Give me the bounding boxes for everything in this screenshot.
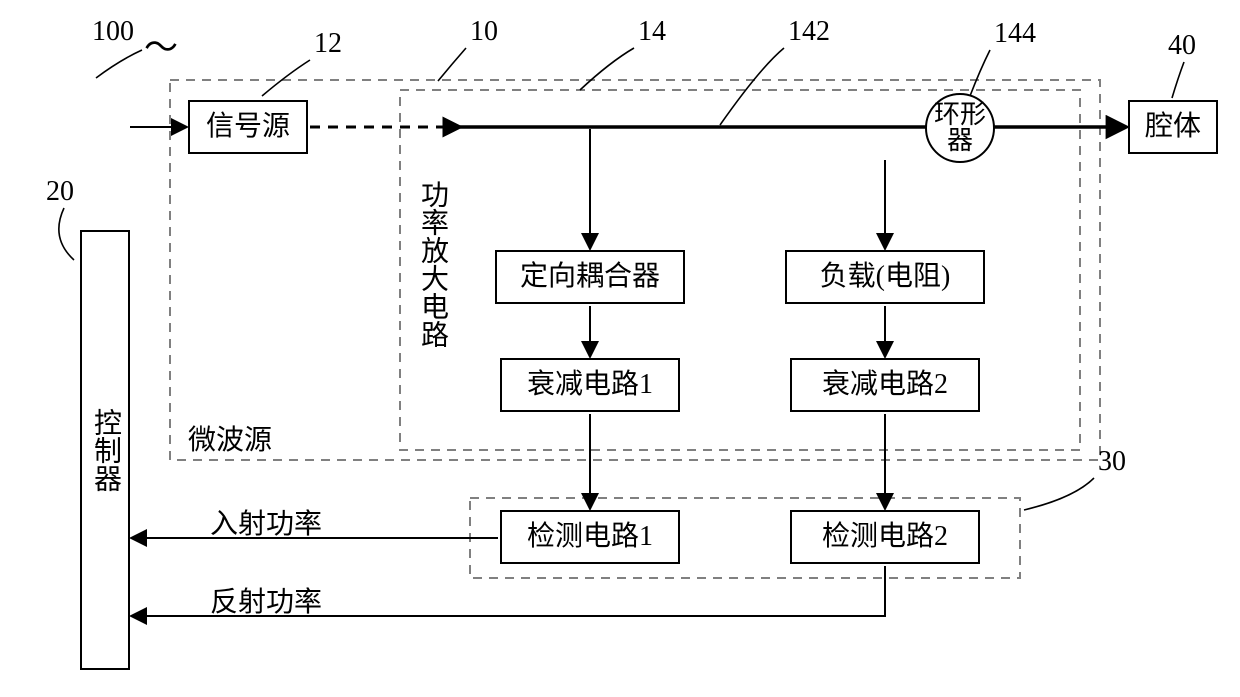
ref-20: 20: [46, 176, 74, 208]
atten2-block: 衰减电路2: [790, 358, 980, 412]
leader-40: [1172, 62, 1184, 98]
directional-coupler-block: 定向耦合器: [495, 250, 685, 304]
microwave-source-text: 微波源: [188, 418, 272, 458]
detect2-block: 检测电路2: [790, 510, 980, 564]
atten1-label: 衰减电路1: [527, 370, 653, 401]
leader-10: [438, 48, 466, 81]
ref-100: 100: [92, 16, 134, 48]
cavity-label: 腔体: [1145, 112, 1201, 143]
leader-100: [96, 50, 142, 78]
ref-10: 10: [470, 16, 498, 48]
tilde-icon: ～: [144, 20, 178, 69]
controller-label: 控制器: [91, 408, 119, 492]
ref-12: 12: [314, 28, 342, 60]
circulator-label-wrap: 环形器: [928, 94, 992, 162]
leader-20: [59, 208, 74, 260]
atten1-block: 衰减电路1: [500, 358, 680, 412]
directional-coupler-label: 定向耦合器: [520, 262, 660, 293]
atten2-label: 衰减电路2: [822, 370, 948, 401]
ref-14: 14: [638, 16, 666, 48]
circulator-label: 环形器: [934, 102, 986, 154]
incident-power-label: 入射功率: [210, 502, 322, 542]
ref-30: 30: [1098, 446, 1126, 478]
detect1-block: 检测电路1: [500, 510, 680, 564]
ref-40: 40: [1168, 30, 1196, 62]
reflected-power-label: 反射功率: [210, 580, 322, 620]
signal-source-block: 信号源: [188, 100, 308, 154]
detect1-label: 检测电路1: [527, 522, 653, 553]
detect2-label: 检测电路2: [822, 522, 948, 553]
leader-30: [1024, 478, 1094, 510]
ref-144: 144: [994, 18, 1036, 50]
cavity-block: 腔体: [1128, 100, 1218, 154]
load-label: 负载(电阻): [820, 262, 951, 293]
ref-142: 142: [788, 16, 830, 48]
load-block: 负载(电阻): [785, 250, 985, 304]
controller-block: 控制器: [80, 230, 130, 670]
leader-142: [720, 48, 784, 125]
leader-12: [262, 60, 310, 96]
power-amp-text: 功率放大电路: [418, 180, 446, 348]
leader-14: [580, 48, 634, 90]
signal-source-label: 信号源: [206, 112, 290, 143]
